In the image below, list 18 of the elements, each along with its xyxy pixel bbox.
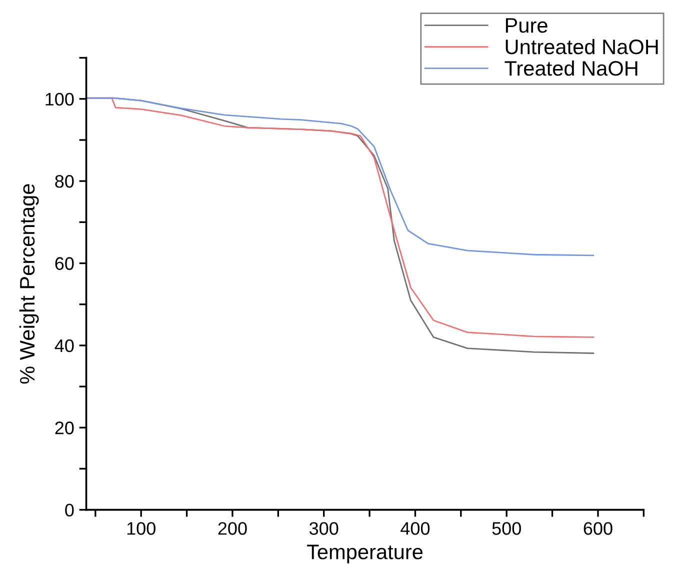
legend-label: Pure (506, 18, 548, 33)
y-tick-label: 80 (55, 175, 74, 188)
x-axis-title: Temperature (306, 544, 423, 564)
y-tick-label: 40 (54, 339, 74, 352)
y-axis-title: % Weight Percentage (19, 184, 39, 384)
x-tick-label: 200 (218, 522, 247, 535)
x-tick-label: 300 (309, 522, 338, 535)
x-tick-label: 600 (584, 522, 612, 535)
y-tick-label: 100 (46, 92, 74, 106)
line-series (86, 97, 594, 256)
y-tick-label: 60 (55, 257, 74, 270)
x-tick-label: 400 (400, 522, 430, 535)
legend-label: Untreated NaOH (506, 38, 658, 54)
x-tick-label: 500 (492, 522, 521, 535)
x-tick-label: 100 (127, 522, 156, 535)
y-tick-label: 20 (55, 422, 74, 434)
legend-label: Treated NaOH (504, 60, 638, 76)
y-tick-label: 0 (65, 504, 74, 517)
